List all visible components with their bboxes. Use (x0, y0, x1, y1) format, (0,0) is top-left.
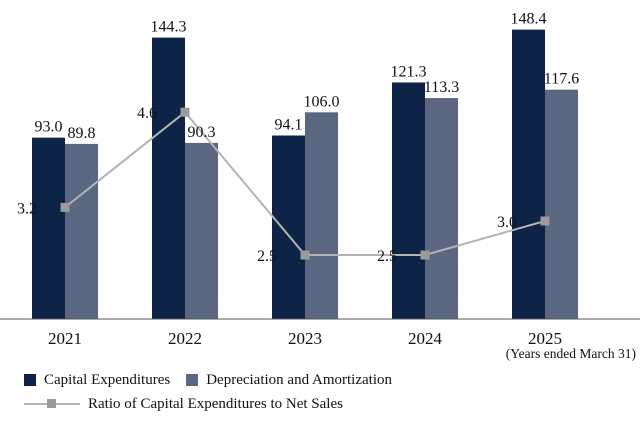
x-axis-note: (Years ended March 31) (506, 346, 636, 361)
bar-capex-2025 (512, 29, 545, 320)
ratio-value-label: 2.5 (377, 248, 397, 265)
legend-square-marker-icon (47, 399, 56, 408)
legend-label-depreciation: Depreciation and Amortization (206, 371, 392, 388)
ratio-point (180, 107, 190, 117)
bar-depreciation-2022 (185, 142, 218, 319)
bar-value-label: 93.0 (35, 119, 63, 136)
legend-item-depreciation: Depreciation and Amortization (186, 372, 392, 389)
bar-value-label: 89.8 (68, 125, 96, 142)
x-tick-label: 2022 (168, 329, 202, 348)
legend: Capital Expenditures Depreciation and Am… (24, 368, 408, 416)
legend-swatch-ratio (24, 398, 80, 410)
bar-value-label: 117.6 (544, 71, 579, 88)
ratio-point (420, 250, 430, 260)
ratio-point (300, 250, 310, 260)
bar-value-label: 144.3 (151, 19, 187, 36)
bar-capex-2022 (152, 37, 185, 320)
ratio-value-label: 4.6 (137, 105, 157, 122)
bar-value-label: 121.3 (391, 63, 427, 80)
x-tick-label: 2023 (288, 329, 322, 348)
x-tick-label: 2024 (408, 329, 443, 348)
bar-depreciation-2023 (305, 112, 338, 319)
legend-swatch-capex (24, 374, 36, 386)
bar-capex-2023 (272, 135, 305, 319)
legend-label-capex: Capital Expenditures (44, 371, 171, 388)
bar-capex-2024 (392, 82, 425, 319)
x-tick-layer: 2021 2022 2023 2024 2025 (48, 329, 562, 348)
bar-value-label: 106.0 (304, 93, 340, 110)
legend-row-bars: Capital Expenditures Depreciation and Am… (24, 368, 408, 392)
ratio-line-layer (60, 107, 550, 260)
bar-value-label: 148.4 (511, 11, 547, 28)
bar-value-label: 94.1 (275, 117, 303, 134)
bar-capex-2021 (32, 137, 65, 319)
legend-swatch-depreciation (186, 374, 199, 386)
ratio-value-label: 2.5 (257, 248, 277, 265)
x-tick-label: 2021 (48, 329, 82, 348)
legend-item-ratio: Ratio of Capital Expenditures to Net Sal… (24, 396, 343, 413)
bar-value-label: 113.3 (424, 79, 459, 96)
ratio-value-label: 3.2 (17, 200, 37, 217)
bar-depreciation-2024 (425, 98, 458, 319)
ratio-point (60, 202, 70, 212)
bar-value-label: 90.3 (188, 124, 216, 141)
bar-depreciation-2021 (65, 143, 98, 319)
bars-layer (32, 29, 578, 320)
x-tick-label: 2025 (528, 329, 562, 348)
legend-row-ratio: Ratio of Capital Expenditures to Net Sal… (24, 392, 408, 416)
legend-item-capex: Capital Expenditures (24, 372, 170, 389)
ratio-value-label: 3.0 (497, 214, 517, 231)
bar-depreciation-2025 (545, 89, 578, 320)
ratio-point (540, 216, 550, 226)
legend-label-ratio: Ratio of Capital Expenditures to Net Sal… (88, 395, 343, 412)
